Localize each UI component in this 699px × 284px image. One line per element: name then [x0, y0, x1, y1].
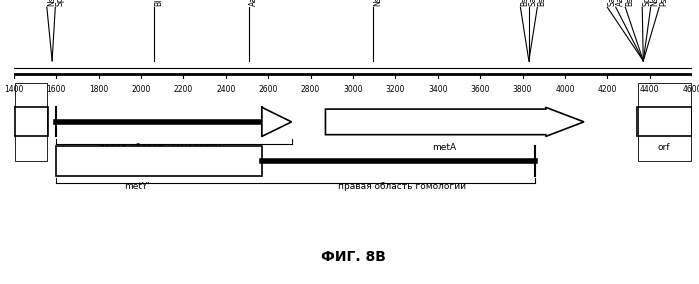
Text: левая область гомологии: левая область гомологии [99, 143, 222, 152]
Text: SacI: SacI [607, 0, 617, 6]
Text: BstXI: BstXI [538, 0, 547, 6]
Text: 4000: 4000 [555, 85, 575, 94]
Text: 3400: 3400 [428, 85, 447, 94]
Text: 3800: 3800 [513, 85, 532, 94]
Text: 1600: 1600 [47, 85, 66, 94]
Text: 2200: 2200 [174, 85, 193, 94]
Text: 2400: 2400 [216, 85, 236, 94]
Text: 2600: 2600 [259, 85, 278, 94]
Text: NsiI: NsiI [47, 0, 56, 6]
Text: SphI: SphI [55, 0, 64, 6]
Text: 4200: 4200 [598, 85, 617, 94]
Text: metY': metY' [124, 182, 150, 191]
Text: 1400: 1400 [4, 85, 24, 94]
Text: AatII: AatII [249, 0, 258, 6]
Text: 3000: 3000 [343, 85, 363, 94]
Text: 1800: 1800 [89, 85, 108, 94]
Text: 4400: 4400 [640, 85, 659, 94]
Text: 4600: 4600 [682, 85, 699, 94]
Text: PstI: PstI [659, 0, 668, 6]
Bar [14, 107, 48, 136]
Text: ФИГ. 8В: ФИГ. 8В [321, 250, 385, 264]
Bar [15, 83, 48, 161]
Text: BstXI: BstXI [520, 0, 529, 6]
Text: metA: metA [432, 143, 456, 152]
FancyArrow shape [326, 107, 584, 136]
Text: 3200: 3200 [386, 85, 405, 94]
Text: NsiI: NsiI [373, 0, 382, 6]
Text: NsiI: NsiI [651, 0, 660, 6]
Text: orf: orf [657, 143, 670, 152]
Text: BlpI: BlpI [154, 0, 163, 6]
Text: 3600: 3600 [470, 85, 490, 94]
Text: SphI: SphI [642, 0, 651, 6]
FancyArrow shape [262, 107, 291, 136]
Text: BstEII: BstEII [626, 0, 634, 6]
Bar [57, 147, 262, 176]
Bar [637, 107, 692, 136]
Text: 2800: 2800 [301, 85, 320, 94]
Bar [637, 83, 691, 161]
Text: 2000: 2000 [131, 85, 151, 94]
Text: правая область гомологии: правая область гомологии [338, 182, 466, 191]
Text: AatII: AatII [616, 0, 625, 6]
Text: SacII: SacII [529, 0, 538, 6]
